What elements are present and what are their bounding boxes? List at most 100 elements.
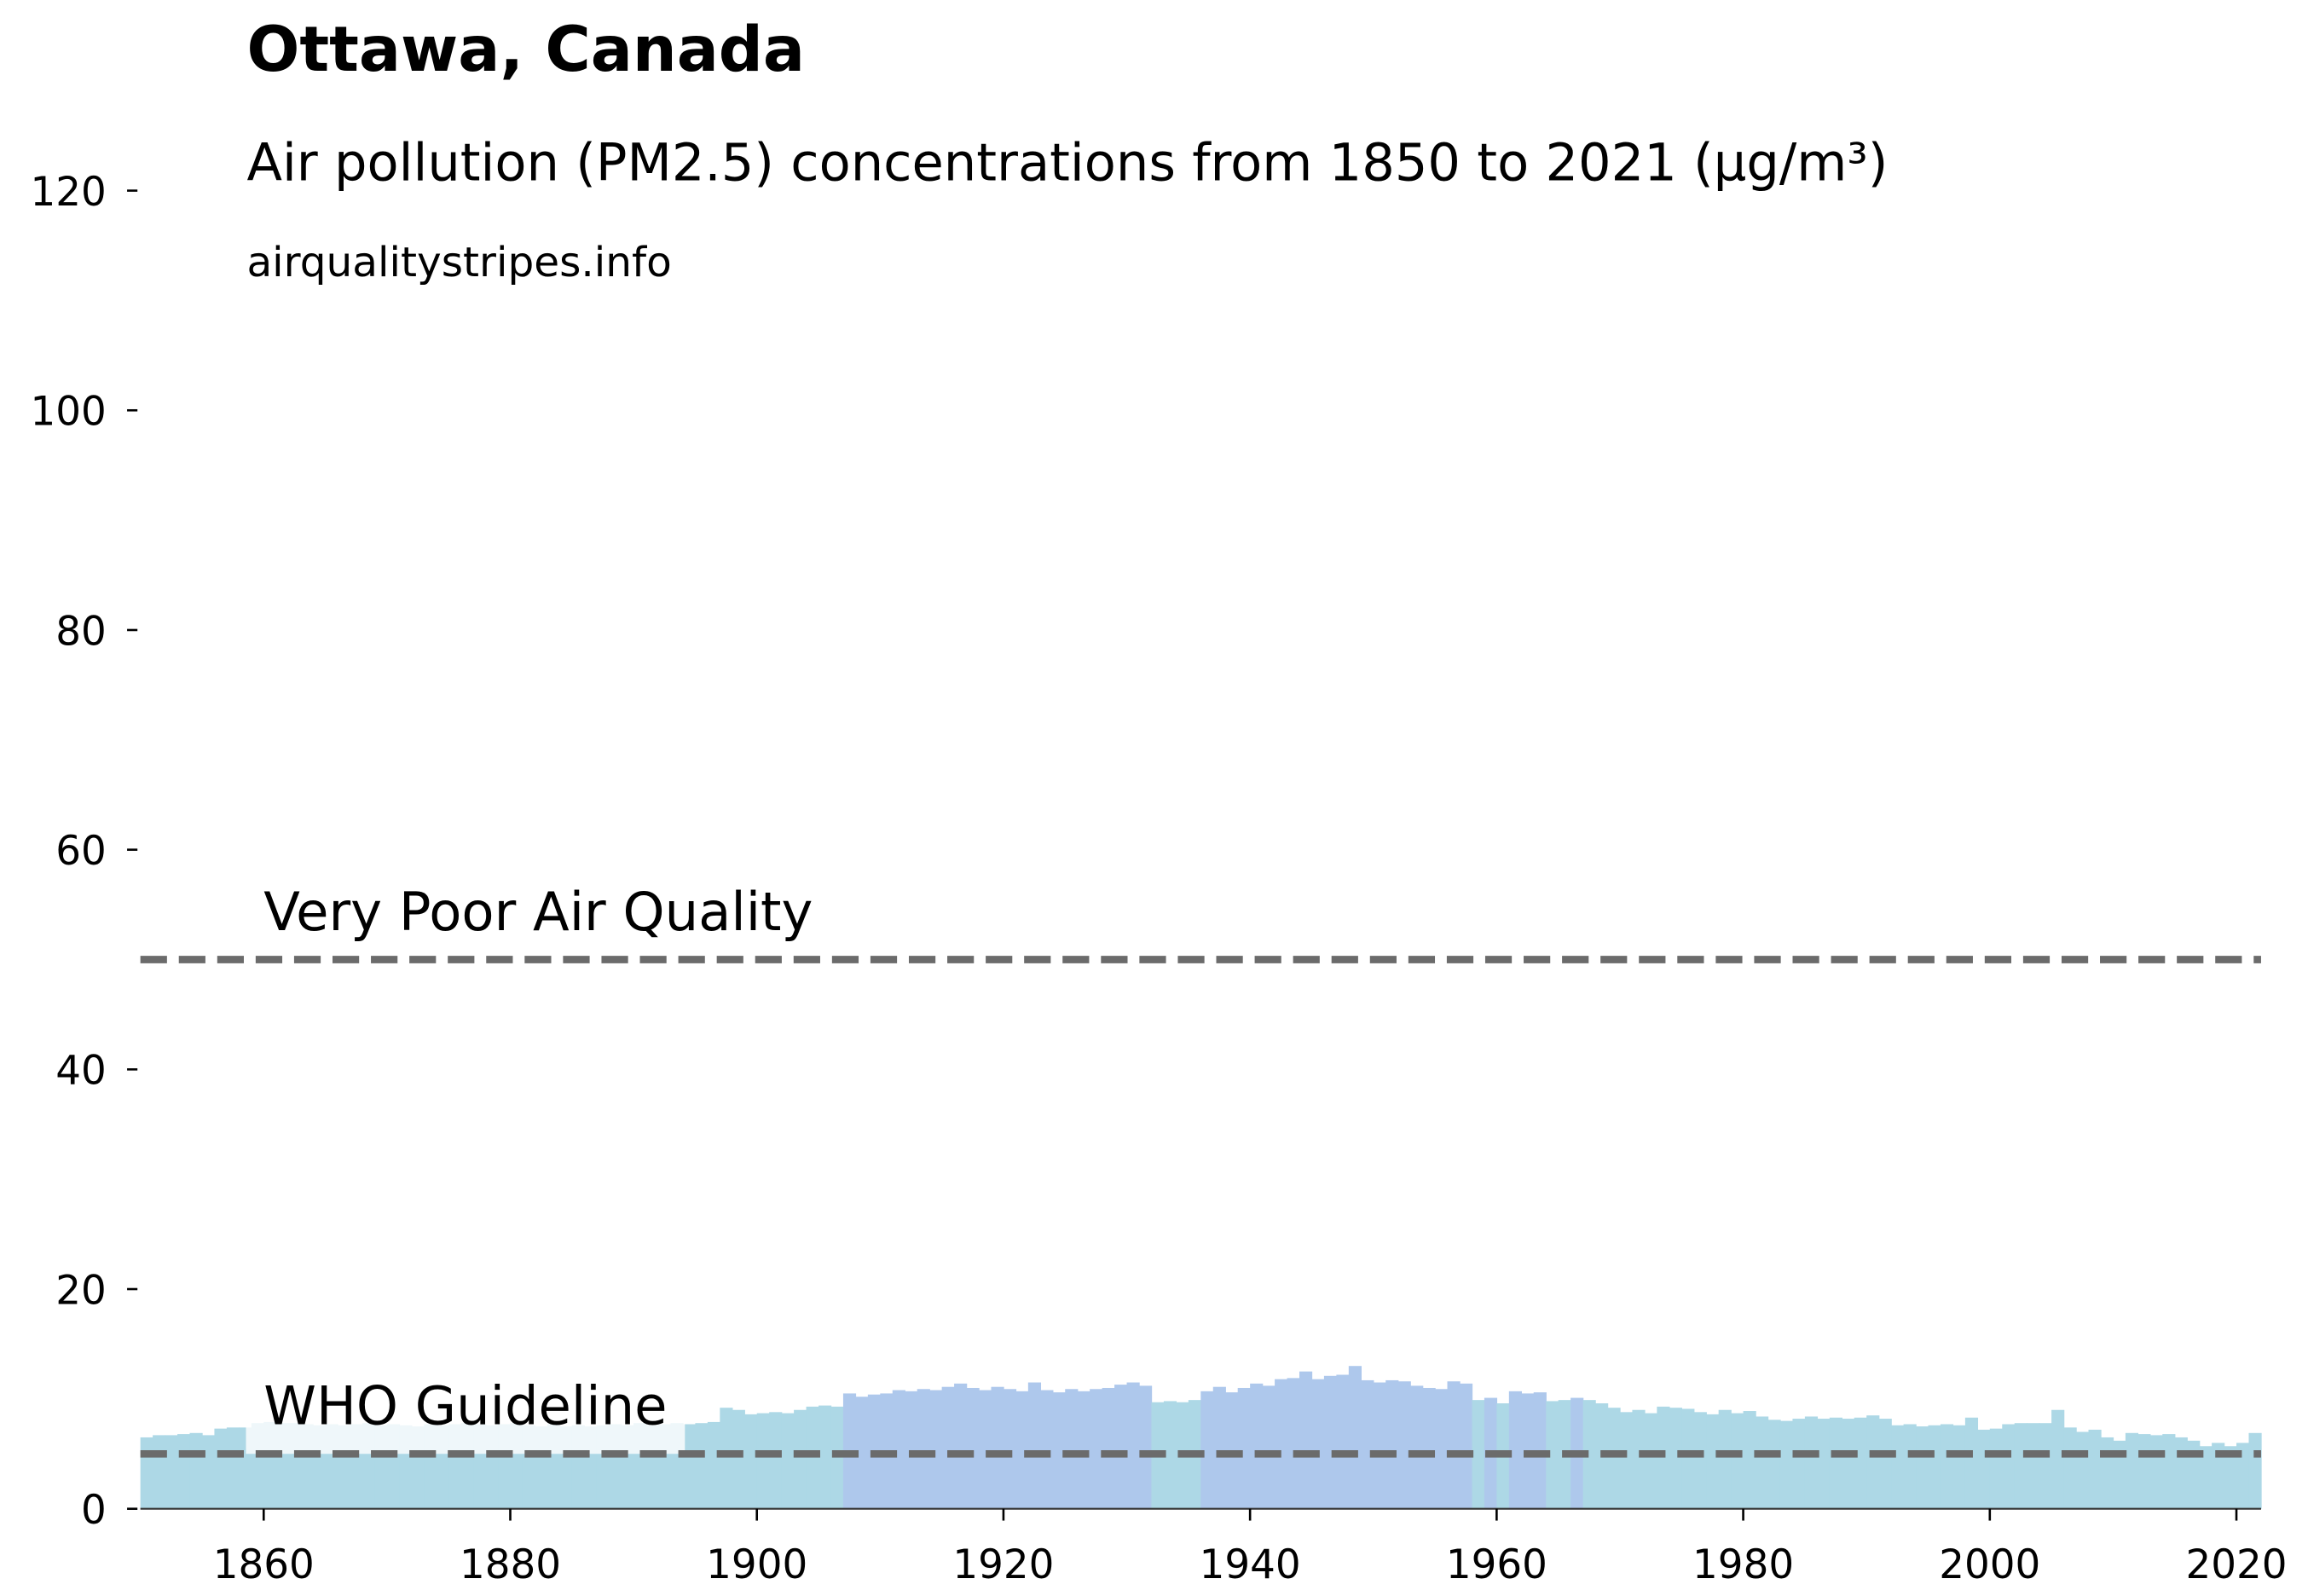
bar <box>1779 1420 1794 1509</box>
bar <box>1842 1419 1855 1509</box>
bar <box>1447 1381 1461 1509</box>
bar <box>1546 1401 1559 1509</box>
bar <box>1027 1382 1042 1509</box>
bar <box>2137 1434 2151 1509</box>
bar <box>1989 1428 2003 1509</box>
bar <box>1878 1419 1892 1509</box>
bar <box>1200 1391 1214 1509</box>
bar <box>1052 1392 1066 1509</box>
chart-source: airqualitystripes.info <box>246 239 671 286</box>
bar <box>991 1386 1004 1509</box>
bar <box>165 1435 178 1509</box>
bar <box>720 1408 733 1509</box>
bar <box>140 1437 153 1509</box>
y-tick-label: 0 <box>81 1488 107 1534</box>
bar <box>1756 1416 1769 1509</box>
bar <box>892 1390 905 1509</box>
bar <box>1657 1406 1670 1509</box>
bar <box>2162 1434 2176 1509</box>
bar <box>1854 1417 1867 1509</box>
x-tick-label: 2020 <box>2185 1542 2287 1588</box>
bar <box>855 1396 869 1509</box>
bar <box>1262 1385 1275 1509</box>
bar <box>1632 1409 1646 1509</box>
reference-label: Very Poor Air Quality <box>263 881 813 943</box>
bar <box>905 1391 918 1509</box>
bar <box>1003 1389 1017 1509</box>
bar <box>1792 1419 1806 1509</box>
bar <box>2100 1437 2114 1509</box>
bar <box>1718 1409 1732 1509</box>
bar <box>1040 1390 1054 1509</box>
bar <box>177 1434 191 1509</box>
bar <box>1928 1425 1941 1509</box>
chart-title: Ottawa, Canada <box>246 14 805 86</box>
x-tick-label: 2000 <box>1939 1542 2040 1588</box>
bar <box>1804 1416 1819 1509</box>
bar <box>226 1427 240 1509</box>
bar <box>917 1389 930 1509</box>
bar <box>830 1406 844 1509</box>
bar <box>2248 1432 2262 1509</box>
bar <box>1891 1425 1905 1509</box>
chart-subtitle: Air pollution (PM2.5) concentrations fro… <box>246 133 1888 193</box>
reference-label: WHO Guideline <box>263 1375 667 1437</box>
bar <box>214 1428 228 1509</box>
chart-area: Ottawa, Canada Air pollution (PM2.5) con… <box>31 14 2288 1588</box>
x-tick-label: 1940 <box>1200 1542 1301 1588</box>
bar <box>1114 1385 1128 1509</box>
bar <box>954 1383 968 1509</box>
bar <box>1472 1400 1485 1509</box>
bar <box>2039 1423 2052 1509</box>
bar <box>1916 1426 1929 1509</box>
bar <box>153 1435 166 1509</box>
bar <box>1582 1400 1596 1509</box>
bar <box>1126 1382 1140 1509</box>
bar <box>819 1405 832 1509</box>
bar <box>1767 1420 1781 1509</box>
bar <box>744 1414 758 1509</box>
x-tick-label: 1920 <box>952 1542 1054 1588</box>
bar <box>781 1413 795 1509</box>
x-tick-label: 1980 <box>1692 1542 1794 1588</box>
label-background <box>246 1368 685 1454</box>
bar <box>1311 1379 1325 1509</box>
y-tick-label: 100 <box>31 390 107 436</box>
bar <box>707 1421 721 1509</box>
bar <box>2014 1423 2027 1509</box>
bar <box>2236 1443 2250 1509</box>
bar <box>756 1413 770 1509</box>
bar <box>1237 1387 1251 1509</box>
bar <box>1410 1385 1424 1509</box>
bar <box>2199 1446 2213 1509</box>
bar <box>732 1409 745 1509</box>
bar <box>2149 1435 2163 1509</box>
bar <box>929 1390 943 1509</box>
bar <box>1323 1375 1338 1509</box>
x-tick-label: 1860 <box>213 1542 315 1588</box>
bar <box>1817 1419 1831 1509</box>
bar <box>695 1423 709 1509</box>
bar <box>1250 1383 1264 1509</box>
bar <box>1952 1425 1966 1509</box>
bar <box>1607 1408 1621 1509</box>
bar <box>1015 1391 1029 1509</box>
bar <box>682 1424 697 1509</box>
bar <box>189 1432 203 1509</box>
bar <box>1706 1414 1720 1509</box>
bar <box>1508 1391 1522 1509</box>
bar <box>1361 1379 1374 1509</box>
bar <box>1077 1391 1090 1509</box>
bar <box>1669 1408 1682 1509</box>
y-tick-label: 40 <box>55 1049 107 1095</box>
x-tick-label: 1900 <box>706 1542 807 1588</box>
bar <box>1299 1371 1313 1509</box>
y-tick-label: 120 <box>31 170 107 216</box>
bar <box>2027 1423 2040 1509</box>
bar <box>1743 1411 1756 1509</box>
bar <box>1163 1401 1177 1509</box>
bar <box>1693 1412 1707 1509</box>
bar <box>2187 1440 2201 1509</box>
bar <box>1903 1424 1917 1509</box>
